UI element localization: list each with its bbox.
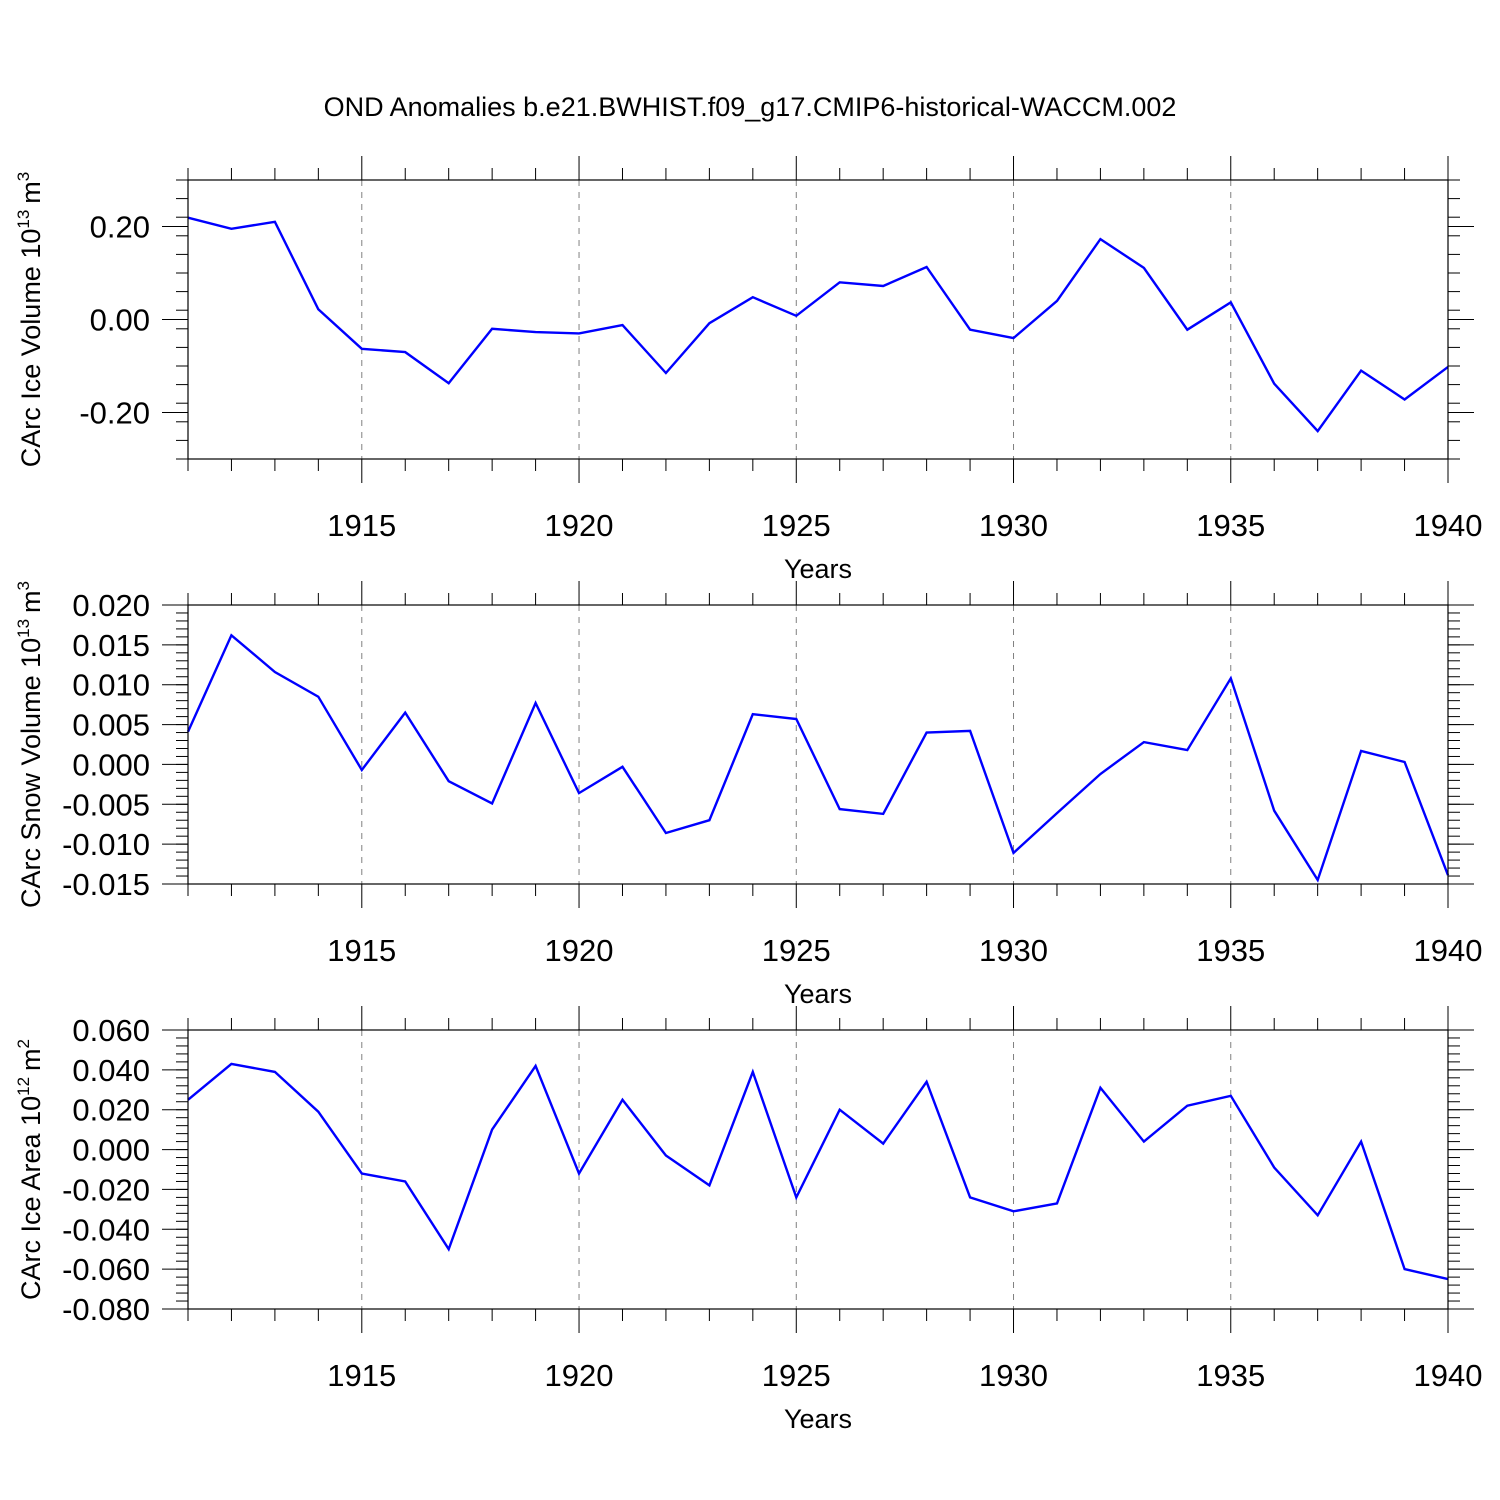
x-tick-label: 1920: [545, 933, 614, 968]
y-tick-label: 0.000: [72, 1133, 150, 1168]
x-axis-label: Years: [784, 1404, 852, 1434]
y-axis-label-unit-exponent: 3: [14, 172, 33, 181]
y-tick-label: 0.020: [72, 588, 150, 623]
chart-panel-3: 0.060 0.040 0.020 0.000 -0.020 -0.040 -0.060 -0…: [14, 1006, 1482, 1434]
y-tick-label: -0.040: [62, 1212, 150, 1247]
x-tick-label: 1940: [1414, 1358, 1483, 1393]
y-axis-label-exponent: 12: [14, 1077, 33, 1096]
x-tick-label: 1925: [762, 1358, 831, 1393]
y-tick-label: -0.060: [62, 1252, 150, 1287]
chart-panel-1: 0.20 0.00 -0.20 1915 1920 1925 1930 1935 1940 Yea…: [14, 156, 1482, 584]
x-tick-label: 1920: [545, 1358, 614, 1393]
x-tick-label: 1930: [979, 1358, 1048, 1393]
x-axis-label: Years: [784, 554, 852, 584]
x-tick-label: 1930: [979, 933, 1048, 968]
y-axis-label-unit: m: [16, 1048, 46, 1071]
y-tick-label: -0.080: [62, 1292, 150, 1327]
y-tick-label: -0.20: [79, 396, 150, 431]
y-tick-label: 0.005: [72, 708, 150, 743]
y-tick-label: -0.015: [62, 867, 150, 902]
y-tick-label: 0.00: [90, 303, 150, 338]
x-tick-label: 1940: [1414, 933, 1483, 968]
x-tick-label: 1935: [1196, 1358, 1265, 1393]
y-axis-label-exponent: 13: [14, 210, 33, 229]
x-tick-label: 1915: [327, 508, 396, 543]
y-tick-label: -0.010: [62, 827, 150, 862]
y-tick-label: 0.040: [72, 1053, 150, 1088]
x-tick-label: 1935: [1196, 933, 1265, 968]
x-tick-label: 1940: [1414, 508, 1483, 543]
y-axis-label-unit: m: [16, 590, 46, 613]
y-axis-label-text: CArc Ice Area 10: [16, 1096, 46, 1300]
plot-frame: [187, 1029, 1449, 1310]
y-tick-label: 0.020: [72, 1093, 150, 1128]
figure-title: OND Anomalies b.e21.BWHIST.f09_g17.CMIP6…: [324, 92, 1177, 122]
y-tick-label: 0.060: [72, 1013, 150, 1048]
y-axis-label-exponent: 13: [14, 619, 33, 638]
x-axis-label: Years: [784, 979, 852, 1009]
y-tick-label: 0.015: [72, 628, 150, 663]
y-axis-label: CArc Ice Area 1012 m2: [14, 1039, 46, 1300]
y-axis-label-unit-exponent: 3: [14, 581, 33, 590]
y-tick-label: 0.000: [72, 747, 150, 782]
panels: 0.20 0.00 -0.20 1915 1920 1925 1930 1935 1940 Yea…: [14, 156, 1482, 1434]
y-axis-label: CArc Snow Volume 1013 m3: [14, 581, 46, 908]
x-tick-label: 1935: [1196, 508, 1265, 543]
x-tick-label: 1925: [762, 508, 831, 543]
y-axis-label-text: CArc Snow Volume 10: [16, 638, 46, 908]
chart-panel-2: 0.020 0.015 0.010 0.005 0.000 -0.005 -0.010 -0.…: [14, 581, 1482, 1009]
y-tick-label: 0.010: [72, 668, 150, 703]
x-tick-label: 1915: [327, 1358, 396, 1393]
series-line: [187, 216, 1449, 433]
y-axis-label-unit-exponent: 2: [14, 1039, 33, 1048]
y-axis-label: CArc Ice Volume 1013 m3: [14, 172, 46, 468]
y-tick-label: -0.005: [62, 787, 150, 822]
x-tick-label: 1920: [545, 508, 614, 543]
series-line: [186, 633, 1450, 883]
x-tick-label: 1925: [762, 933, 831, 968]
x-tick-label: 1915: [327, 933, 396, 968]
series-line: [187, 1062, 1449, 1281]
plot-frame: [187, 604, 1449, 885]
y-tick-label: 0.20: [90, 210, 150, 245]
x-tick-label: 1930: [979, 508, 1048, 543]
y-axis-label-unit: m: [16, 181, 46, 204]
plot-frame: [187, 179, 1449, 460]
y-tick-label: -0.020: [62, 1172, 150, 1207]
y-axis-label-text: CArc Ice Volume 10: [16, 229, 46, 468]
